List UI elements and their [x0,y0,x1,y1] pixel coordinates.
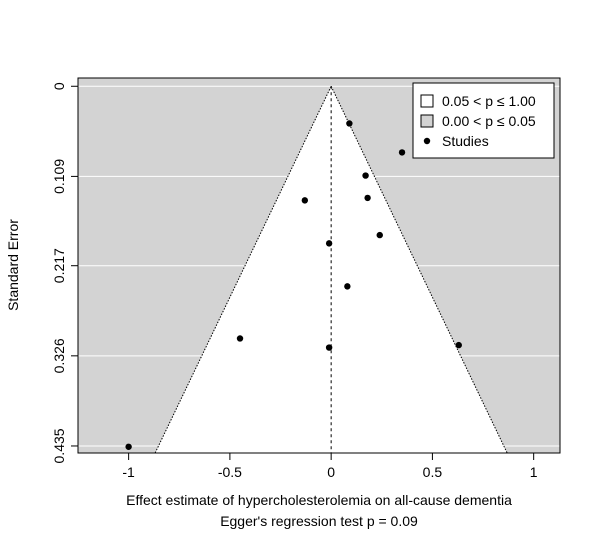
funnel-region [154,85,508,453]
legend-label-nonsignificant: 0.05 < p ≤ 1.00 [442,93,536,109]
study-points [125,120,462,450]
y-axis-label: Standard Error [5,219,21,311]
study-point-11 [125,443,132,450]
y-tick-label-3: 0.326 [51,338,67,373]
study-point-9 [455,341,462,349]
x-tick-label-3: 0.5 [423,464,443,480]
study-point-7 [344,283,351,290]
study-point-5 [376,231,383,239]
study-point-2 [362,172,369,179]
legend-swatch-nonsignificant [420,94,434,108]
legend-box [412,82,555,159]
legend-swatch-studies [423,137,431,145]
study-point-6 [325,240,333,247]
y-axis: 0 0.109 0.217 0.326 0.435 [51,82,79,463]
x-tick-label-2: 0 [327,464,335,480]
study-point-3 [364,194,371,202]
legend-swatch-significant [420,114,434,128]
y-tick-label-0: 0 [51,82,67,90]
y-tick-label-2: 0.217 [51,248,67,283]
study-point-0 [346,120,353,127]
study-point-8 [236,335,244,342]
legend: 0.05 < p ≤ 1.00 0.00 < p ≤ 0.05 Studies [412,82,555,159]
study-point-1 [398,149,406,156]
legend-label-significant: 0.00 < p ≤ 0.05 [442,113,536,129]
x-axis-label: Effect estimate of hypercholesterolemia … [126,492,512,508]
x-axis: -1 -0.5 0 0.5 1 [122,452,538,480]
study-point-4 [301,197,309,204]
y-tick-label-1: 0.109 [51,159,67,194]
x-tick-label-1: -0.5 [218,464,242,480]
egger-test-label: Egger's regression test p = 0.09 [220,513,418,529]
x-tick-label-4: 1 [530,464,538,480]
legend-label-studies: Studies [442,133,489,149]
x-tick-label-0: -1 [122,464,135,480]
y-tick-label-4: 0.435 [51,428,67,463]
study-point-10 [325,344,333,351]
